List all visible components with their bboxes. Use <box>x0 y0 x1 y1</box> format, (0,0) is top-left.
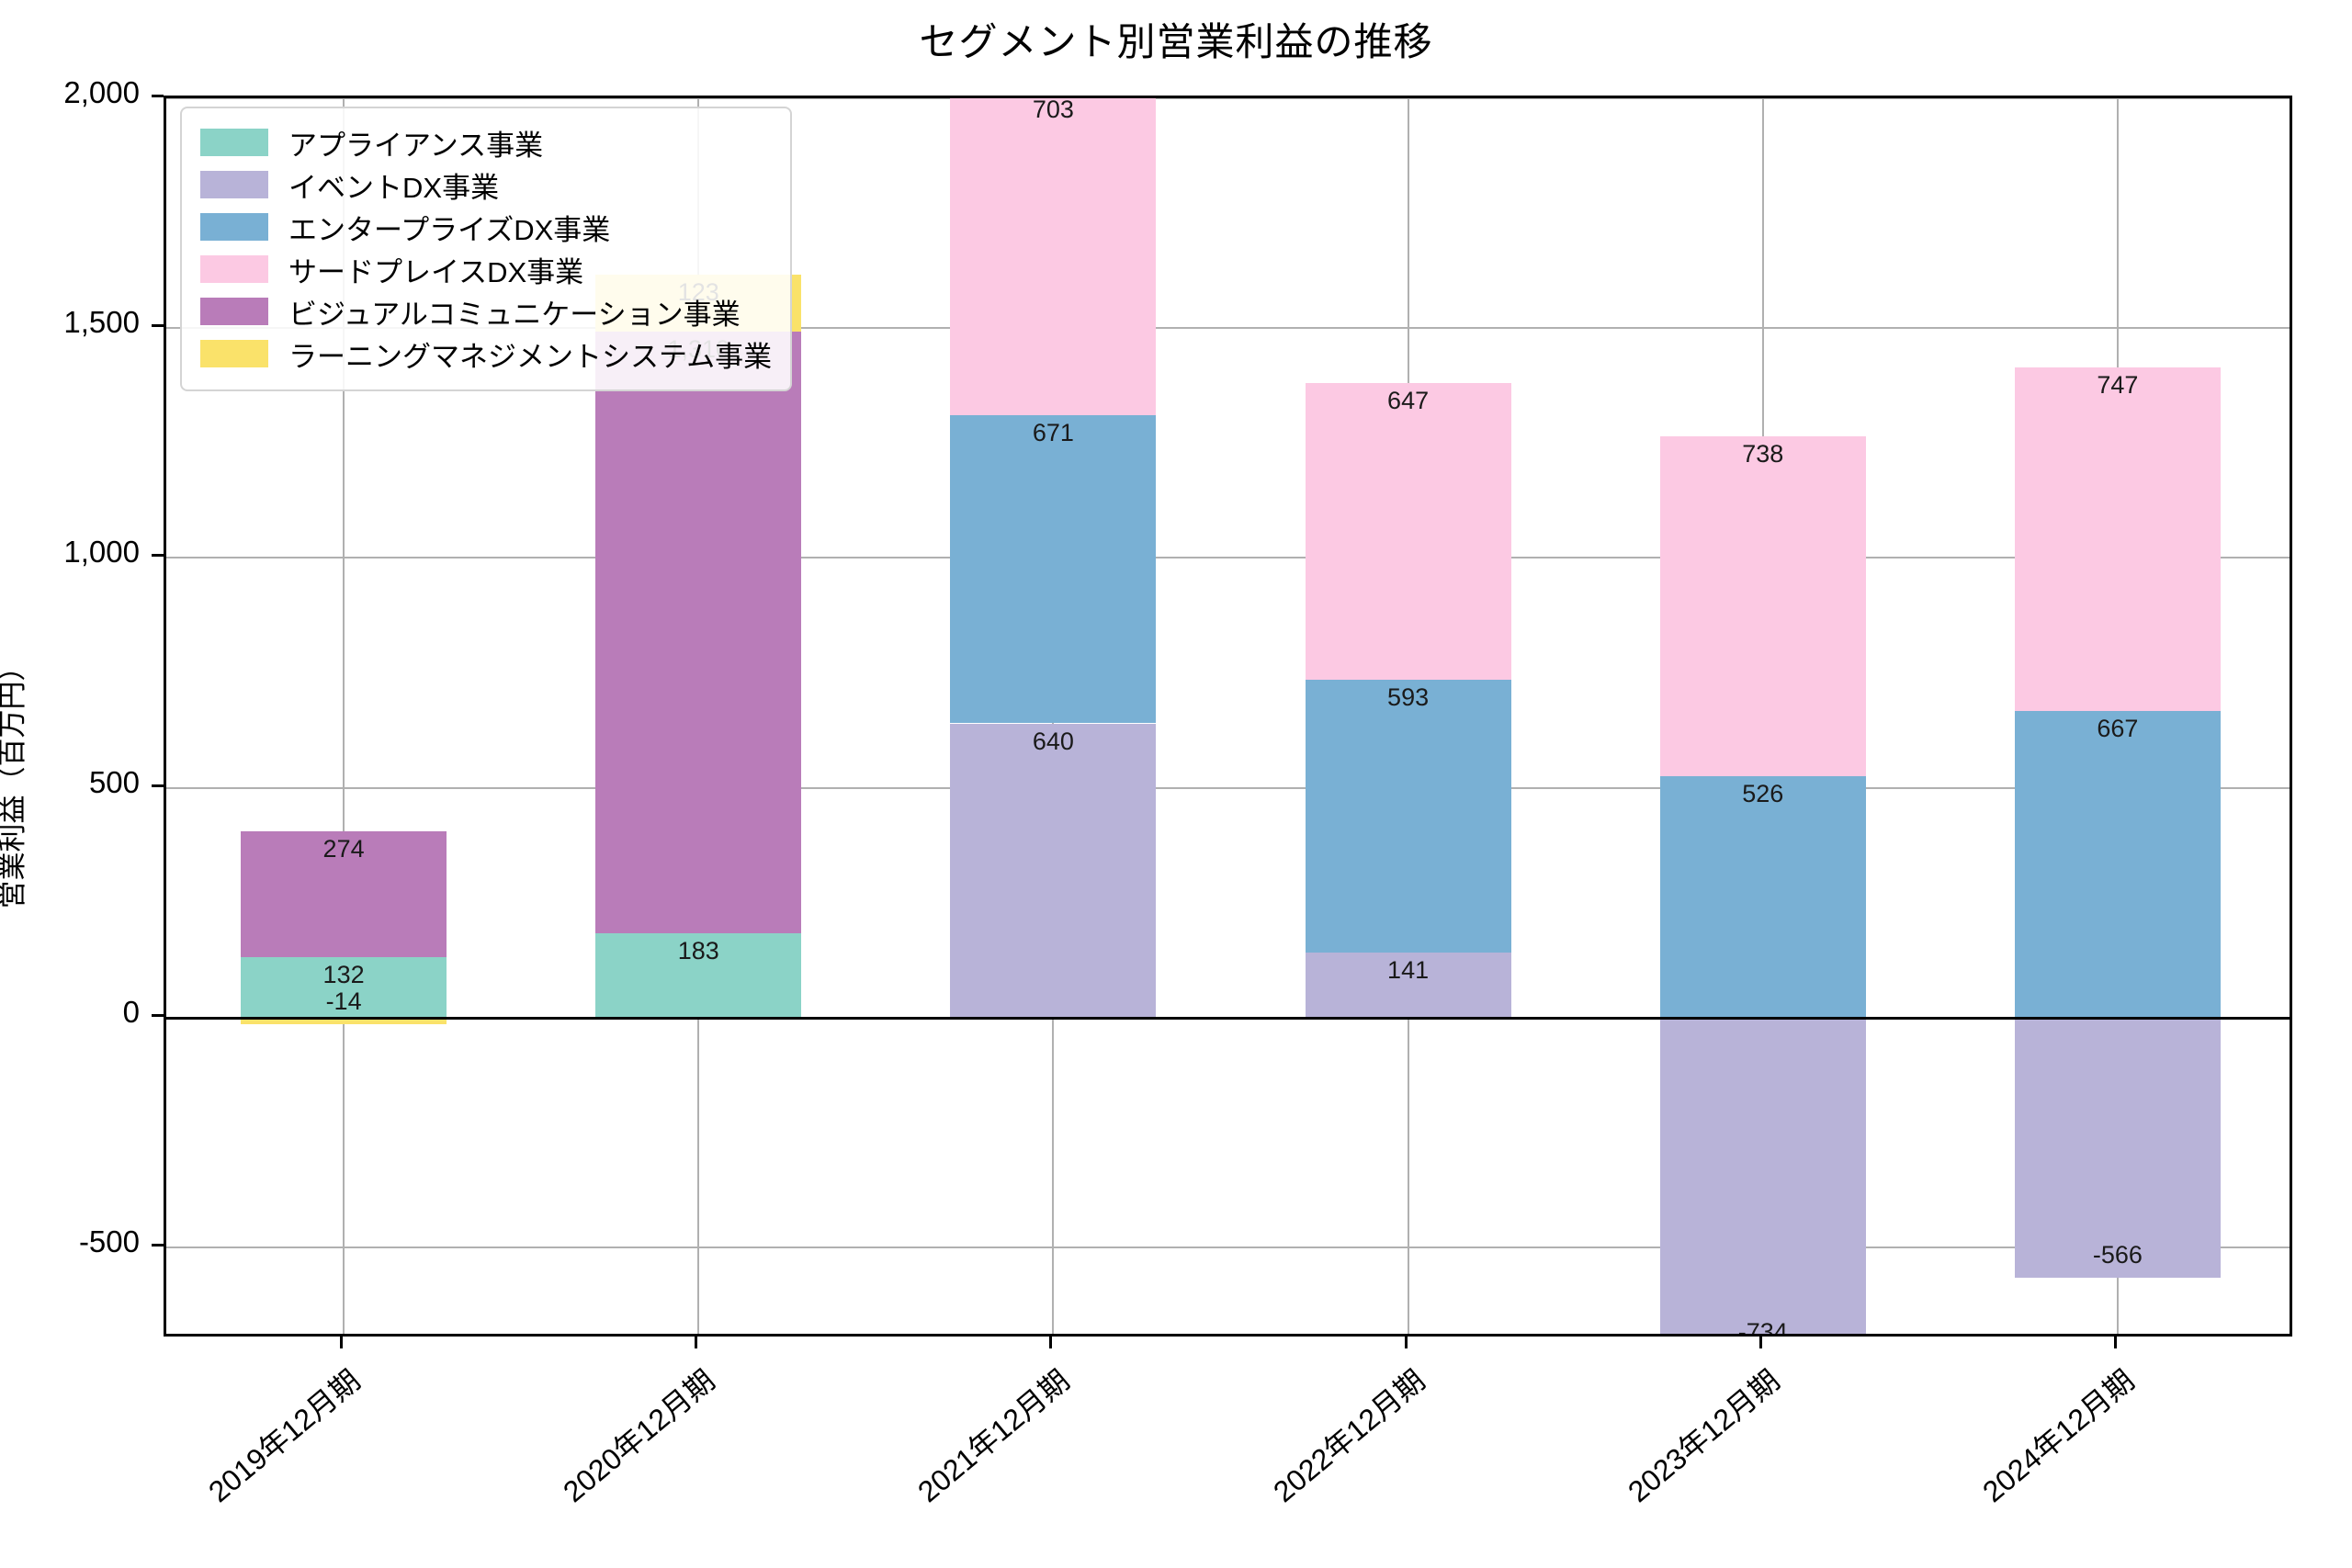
y-axis-tick-mark <box>152 95 164 97</box>
gridline-horizontal <box>166 786 2290 789</box>
legend-item[interactable]: エンタープライズDX事業 <box>200 206 772 248</box>
bar-segment[interactable] <box>950 414 1157 724</box>
x-axis-tick-label: 2020年12月期 <box>557 1363 721 1509</box>
bar-group[interactable]: -566 667 747 <box>2014 98 2221 1334</box>
legend-color-swatch <box>200 171 268 198</box>
bar-group[interactable]: 1831,310123 <box>595 98 802 1334</box>
legend-color-swatch <box>200 213 268 241</box>
legend-color-swatch <box>200 129 268 156</box>
x-axis-tick-mark <box>2113 1337 2117 1348</box>
bar-segment[interactable] <box>595 933 802 1018</box>
plot-area: 132274-141831,310123640671703141593647-7… <box>164 96 2292 1337</box>
zero-baseline <box>166 1016 2290 1020</box>
y-axis-tick-label: 1,000 <box>63 535 140 570</box>
bar-segment[interactable] <box>950 98 1157 415</box>
legend-item[interactable]: アプライアンス事業 <box>200 121 772 164</box>
x-axis-tick-mark <box>1404 1337 1408 1348</box>
legend-label: ビジュアルコミュニケーション事業 <box>288 298 741 331</box>
y-axis-tick-mark <box>152 554 164 558</box>
gridline-horizontal <box>166 98 2290 99</box>
x-axis-tick-label: 2023年12月期 <box>1621 1363 1786 1509</box>
chart-title: セグメント別営業利益の推移 <box>919 20 1433 63</box>
legend-label: アプライアンス事業 <box>288 129 544 162</box>
legend-label: イベントDX事業 <box>288 171 500 204</box>
legend-item[interactable]: イベントDX事業 <box>200 164 772 206</box>
bar-segment[interactable] <box>1659 1017 1866 1334</box>
legend-item[interactable]: サードプレイスDX事業 <box>200 248 772 290</box>
x-axis-tick-mark <box>1049 1337 1053 1348</box>
bar-segment[interactable] <box>1305 680 1511 953</box>
plot-clip: 132274-141831,310123640671703141593647-7… <box>166 98 2290 1334</box>
legend-label: ラーニングマネジメントシステム事業 <box>288 340 773 373</box>
y-axis-tick-label: 500 <box>88 764 140 799</box>
bar-segment[interactable] <box>241 1017 447 1024</box>
legend-label: サードプレイスDX事業 <box>288 255 584 288</box>
gridline-vertical <box>343 98 345 1334</box>
x-axis-tick-label: 2021年12月期 <box>911 1363 1077 1509</box>
bar-segment[interactable] <box>595 331 802 934</box>
bar-segment[interactable] <box>1659 436 1866 776</box>
y-axis-tick-label: 0 <box>122 994 140 1029</box>
chart-legend: アプライアンス事業 イベントDX事業エンタープライズDX事業 サードプレイスDX事業… <box>180 107 793 391</box>
y-axis-tick-mark <box>152 784 164 787</box>
y-axis-tick-label: 1,500 <box>63 305 140 340</box>
bar-group[interactable]: 640 671 703 <box>950 98 1157 1334</box>
y-axis-tick-mark <box>152 1013 164 1017</box>
legend-color-swatch <box>200 298 268 325</box>
bar-group[interactable]: 141 593 647 <box>1305 98 1511 1334</box>
x-axis-tick-mark <box>1758 1337 1762 1348</box>
gridline-horizontal <box>166 557 2290 559</box>
legend-label: エンタープライズDX事業 <box>288 213 611 246</box>
bar-segment[interactable] <box>241 830 447 957</box>
gridline-horizontal <box>166 327 2290 330</box>
legend-item[interactable]: ビジュアルコミュニケーション事業 <box>200 290 772 333</box>
gridline-horizontal <box>166 1246 2290 1248</box>
bar-segment[interactable] <box>950 723 1157 1018</box>
legend-color-swatch <box>200 340 268 367</box>
bar-group[interactable]: -734 526 738 <box>1659 98 1866 1334</box>
legend-item[interactable]: ラーニングマネジメントシステム事業 <box>200 333 772 375</box>
x-axis-tick-label: 2019年12月期 <box>202 1363 367 1509</box>
bar-segment[interactable] <box>2014 1017 2221 1278</box>
bar-segment[interactable] <box>2014 367 2221 711</box>
bar-segment[interactable] <box>241 956 447 1018</box>
x-axis-tick-label: 2022年12月期 <box>1266 1363 1431 1509</box>
bar-segment[interactable] <box>1305 382 1511 681</box>
bar-segment[interactable] <box>1659 775 1866 1018</box>
legend-color-swatch <box>200 255 268 283</box>
x-axis-tick-label: 2024年12月期 <box>1976 1363 2141 1509</box>
y-axis-tick-mark <box>152 1243 164 1247</box>
x-axis-tick-mark <box>695 1337 698 1348</box>
y-axis-tick-label: -500 <box>78 1224 140 1258</box>
bar-segment[interactable] <box>2014 710 2221 1018</box>
y-axis-tick-label: 2,000 <box>63 75 140 109</box>
y-axis-tick-mark <box>152 324 164 328</box>
x-axis-tick-mark <box>340 1337 344 1348</box>
bar-segment[interactable] <box>1305 953 1511 1018</box>
